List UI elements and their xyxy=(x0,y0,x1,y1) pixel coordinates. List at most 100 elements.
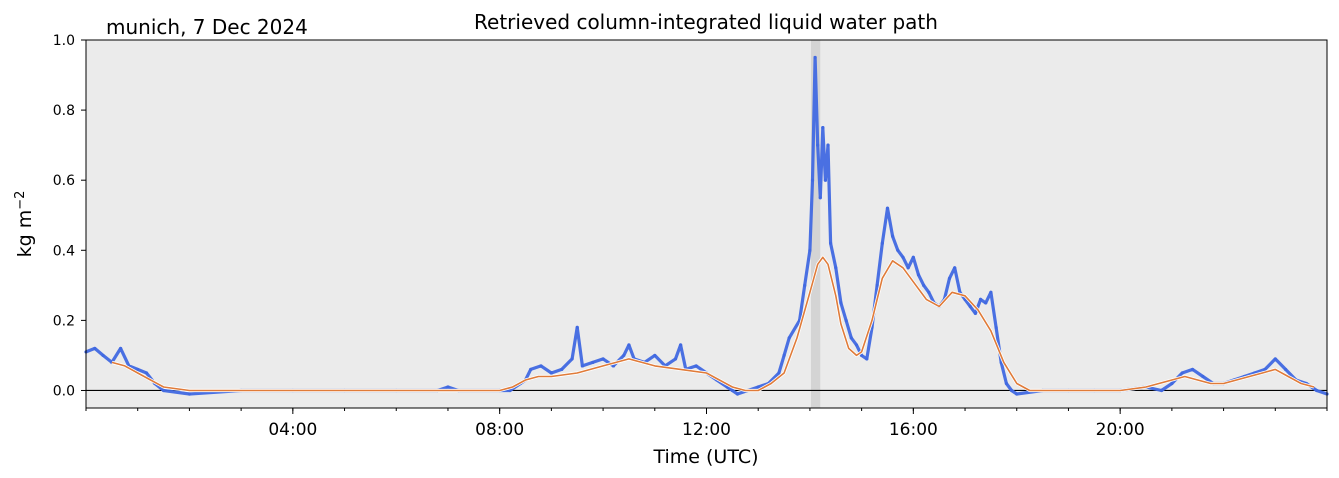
raw-data-point xyxy=(927,290,931,294)
y-tick-label: 0.0 xyxy=(53,383,75,399)
x-tick-label: 04:00 xyxy=(268,420,317,440)
series-smoothed-line xyxy=(111,256,1315,392)
raw-data-point xyxy=(679,343,683,347)
raw-data-point xyxy=(901,255,905,259)
raw-data-point xyxy=(570,357,574,361)
raw-data-point xyxy=(446,385,450,389)
raw-data-point xyxy=(978,297,983,301)
raw-data-point xyxy=(627,343,631,347)
chart-subtitle: munich, 7 Dec 2024 xyxy=(106,15,308,39)
raw-data-point xyxy=(885,206,890,210)
raw-data-point xyxy=(575,325,579,329)
raw-data-point xyxy=(813,55,817,60)
y-axis: 0.0 0.2 0.4 0.6 0.8 1.0 xyxy=(53,33,86,399)
raw-data-point xyxy=(808,248,812,252)
raw-data-point xyxy=(601,357,605,361)
shaded-span xyxy=(810,40,821,408)
x-tick-label: 08:00 xyxy=(475,420,524,440)
series-layer xyxy=(84,55,1329,396)
raw-data-point xyxy=(875,283,879,287)
raw-data-point xyxy=(1004,381,1009,386)
raw-data-point xyxy=(849,336,853,340)
raw-data-point xyxy=(1190,367,1195,372)
raw-data-point xyxy=(922,283,926,287)
raw-data-point xyxy=(1170,381,1174,386)
raw-data-point xyxy=(968,304,972,308)
raw-data-point xyxy=(136,367,140,372)
y-tick-label: 1.0 xyxy=(53,33,75,49)
raw-data-point xyxy=(756,385,760,389)
raw-data-point xyxy=(1315,388,1319,393)
raw-data-point xyxy=(560,367,564,372)
raw-data-point xyxy=(854,343,859,347)
raw-data-point xyxy=(1284,367,1288,372)
x-axis-label: Time (UTC) xyxy=(652,446,758,468)
y-tick-label: 0.6 xyxy=(53,173,75,189)
y-axis-label-superscript: −2 xyxy=(13,191,28,210)
raw-data-point xyxy=(1159,388,1164,393)
raw-data-point xyxy=(539,364,543,368)
raw-data-point xyxy=(984,301,988,305)
raw-data-point xyxy=(93,346,97,351)
raw-data-point xyxy=(580,364,585,368)
raw-data-point xyxy=(777,371,781,375)
raw-data-point xyxy=(1180,371,1184,375)
raw-data-point xyxy=(591,360,595,365)
raw-data-point xyxy=(896,248,900,252)
raw-data-point xyxy=(818,196,822,200)
raw-data-point xyxy=(787,336,791,340)
raw-data-point xyxy=(1015,392,1019,396)
raw-data-point xyxy=(973,311,977,315)
plot-background xyxy=(86,40,1327,408)
raw-data-point xyxy=(916,273,921,277)
raw-data-point xyxy=(673,357,678,361)
raw-data-point xyxy=(953,266,957,270)
raw-data-point xyxy=(611,364,616,368)
y-tick-label: 0.4 xyxy=(53,243,75,259)
raw-data-point xyxy=(880,241,884,245)
raw-data-point xyxy=(730,388,734,393)
y-tick-label: 0.2 xyxy=(53,313,75,329)
raw-data-point xyxy=(844,318,848,322)
raw-data-point xyxy=(782,353,786,358)
y-axis-label: kg m−2 xyxy=(13,191,36,258)
chart-title: Retrieved column-integrated liquid water… xyxy=(474,10,938,34)
raw-data-point xyxy=(549,371,553,375)
raw-data-point xyxy=(860,353,864,358)
raw-data-point xyxy=(803,283,807,287)
x-tick-label: 16:00 xyxy=(889,420,938,440)
raw-data-point xyxy=(735,392,740,396)
shaded-spans xyxy=(810,40,821,408)
raw-data-point xyxy=(810,178,815,182)
raw-data-point xyxy=(834,266,838,270)
raw-data-point xyxy=(891,234,895,238)
x-axis: 04:00 08:00 12:00 16:00 20:00 xyxy=(85,408,1328,440)
raw-data-point xyxy=(839,301,843,305)
raw-data-point xyxy=(144,371,149,375)
raw-data-point xyxy=(187,392,192,396)
raw-data-point xyxy=(989,290,993,294)
raw-data-point xyxy=(1263,367,1267,372)
raw-data-point xyxy=(823,178,828,182)
raw-data-point xyxy=(821,126,825,130)
raw-data-point xyxy=(906,266,910,270)
raw-data-point xyxy=(826,143,830,147)
raw-data-point xyxy=(1273,357,1277,361)
raw-data-point xyxy=(911,255,915,259)
raw-data-point xyxy=(947,276,952,280)
raw-data-point xyxy=(119,346,123,351)
x-tick-label: 20:00 xyxy=(1096,420,1145,440)
y-tick-label: 0.8 xyxy=(53,103,75,119)
raw-data-point xyxy=(161,388,166,393)
x-tick-label: 12:00 xyxy=(682,420,731,440)
raw-data-point xyxy=(829,241,833,245)
raw-data-point xyxy=(508,388,512,393)
raw-data-point xyxy=(101,353,105,358)
raw-data-point xyxy=(1201,374,1205,379)
raw-data-point xyxy=(653,353,657,358)
raw-data-point xyxy=(694,364,698,368)
raw-data-point xyxy=(865,357,869,361)
raw-data-point xyxy=(622,353,626,358)
y-axis-label-text: kg m xyxy=(14,210,36,258)
